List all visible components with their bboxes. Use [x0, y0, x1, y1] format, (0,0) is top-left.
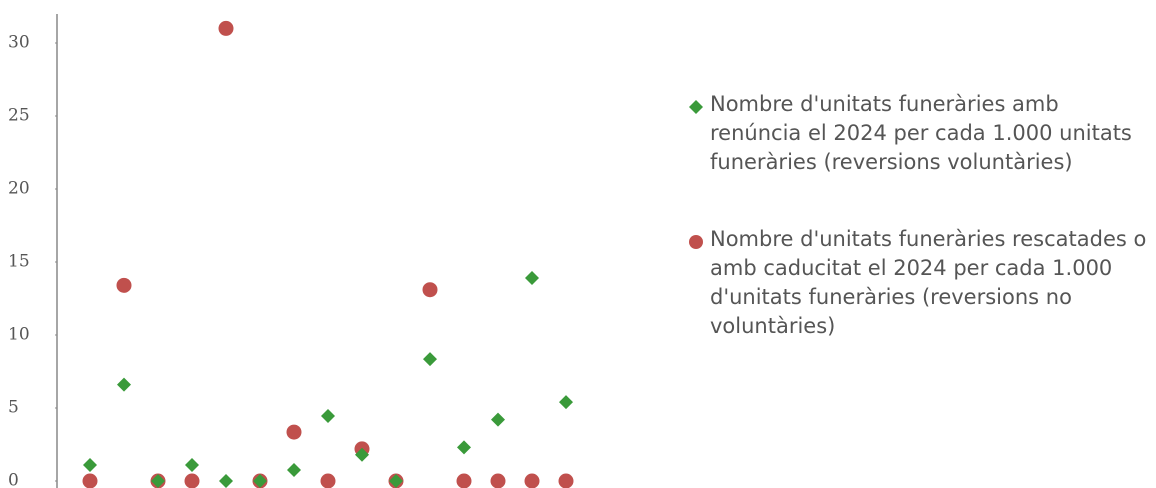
- point: [82, 473, 98, 488]
- chart: 0 5 10 15 20 25 30: [8, 14, 574, 488]
- legend-swatch: [689, 235, 703, 249]
- point: [320, 473, 336, 488]
- y-tick-label: 25: [8, 106, 30, 126]
- point: [83, 457, 97, 472]
- y-tick-label: 5: [8, 398, 19, 418]
- point: [219, 474, 233, 488]
- legend-label: Nombre d'unitats funeràries rescatades o…: [710, 227, 1147, 338]
- legend-item: Nombre d'unitats funeràries amb renúncia…: [686, 90, 1156, 177]
- point: [218, 20, 234, 36]
- point: [117, 377, 131, 392]
- point: [321, 409, 335, 424]
- point: [355, 447, 369, 462]
- y-tick-label: 20: [8, 179, 30, 199]
- y-tick-label: 10: [8, 325, 30, 345]
- point: [389, 474, 403, 488]
- point: [490, 473, 506, 488]
- point: [491, 412, 505, 427]
- point: [287, 463, 301, 478]
- point: [524, 473, 540, 488]
- legend-swatch: [689, 100, 703, 114]
- point: [456, 473, 472, 488]
- point: [422, 282, 438, 298]
- y-tick-label: 30: [8, 33, 30, 53]
- y-tick-label: 0: [8, 471, 19, 488]
- point: [525, 271, 539, 286]
- point: [116, 277, 132, 293]
- legend-label: Nombre d'unitats funeràries amb renúncia…: [710, 92, 1132, 174]
- legend-marker: [689, 100, 703, 114]
- legend-marker: [689, 235, 703, 249]
- point: [185, 457, 199, 472]
- point: [253, 474, 267, 488]
- point: [559, 395, 573, 410]
- point: [184, 473, 200, 488]
- point: [286, 424, 302, 440]
- legend-item: Nombre d'unitats funeràries rescatades o…: [686, 225, 1156, 341]
- y-tick-label: 15: [8, 252, 30, 272]
- point: [457, 440, 471, 455]
- legend: Nombre d'unitats funeràries amb renúncia…: [686, 90, 1156, 389]
- point: [151, 474, 165, 488]
- point: [558, 473, 574, 488]
- point: [423, 352, 437, 367]
